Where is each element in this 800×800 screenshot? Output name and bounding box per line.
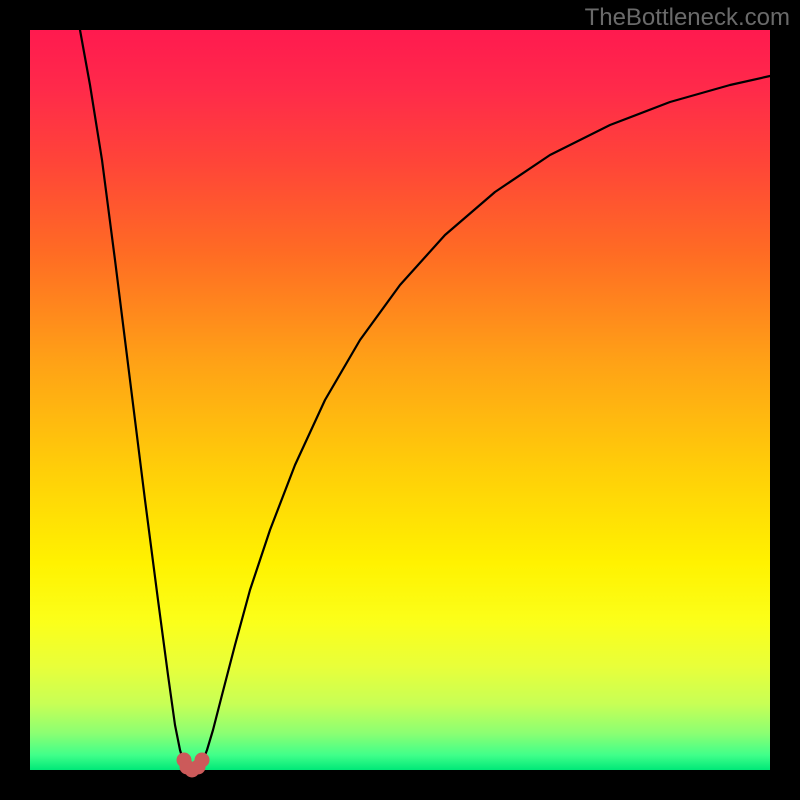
watermark-text: TheBottleneck.com bbox=[585, 4, 790, 32]
bottleneck-chart: TheBottleneck.com bbox=[0, 0, 800, 800]
marker-point bbox=[195, 753, 209, 767]
gradient-background bbox=[30, 30, 770, 770]
chart-canvas bbox=[0, 0, 800, 800]
